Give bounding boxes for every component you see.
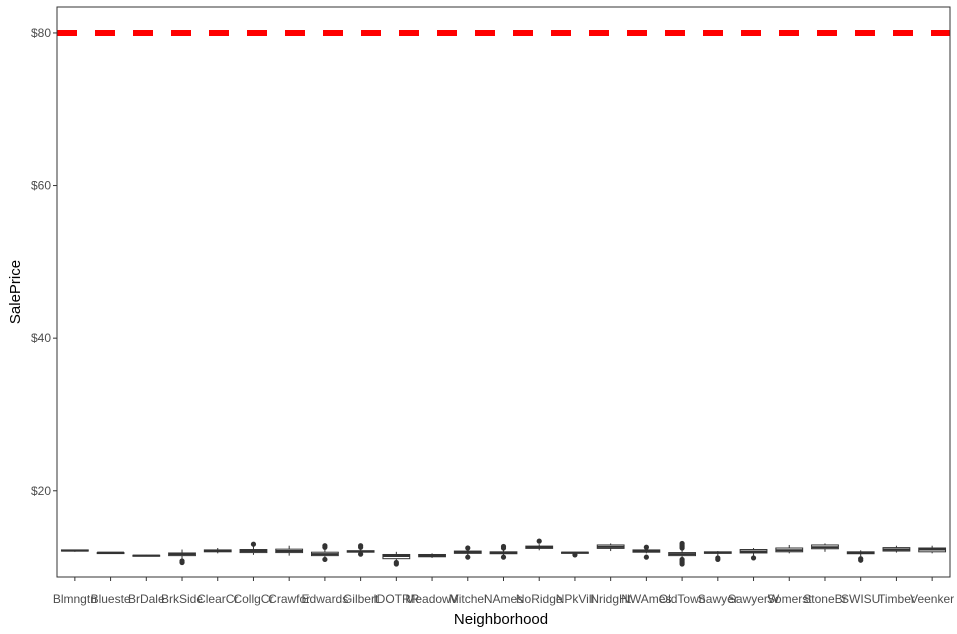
outlier-point — [679, 556, 685, 563]
box-Sawyer — [703, 551, 732, 563]
box-MeadowV — [418, 553, 446, 558]
x-tick-label: NWAmes — [621, 592, 671, 606]
x-tick-label: OldTown — [659, 592, 706, 606]
chart-marks — [57, 29, 950, 567]
x-tick-label: Mitchel — [449, 592, 487, 606]
box-OldTown — [668, 540, 696, 567]
outlier-point — [322, 543, 328, 549]
box-SawyerW — [739, 548, 768, 561]
y-tick-label: $80 — [31, 26, 51, 40]
outlier-point — [858, 556, 864, 562]
box-StoneBr — [811, 543, 839, 552]
outlier-point — [358, 543, 364, 549]
outlier-point — [250, 541, 257, 547]
outlier-point — [643, 554, 649, 560]
box-Somerst — [775, 544, 804, 554]
x-tick-label: MeadowV — [405, 592, 458, 606]
box-Blmngtn — [60, 549, 89, 552]
y-tick-label: $60 — [31, 179, 51, 193]
x-tick-label: ClearCr — [197, 592, 238, 606]
box-NPkVill — [561, 551, 589, 558]
x-tick-label: Blmngtn — [53, 592, 97, 606]
box-Timber — [882, 545, 911, 553]
outlier-point — [500, 543, 507, 550]
x-tick-label: StoneBr — [803, 592, 846, 606]
outlier-point — [679, 540, 685, 547]
box-NWAmes — [632, 544, 661, 560]
box-Veenker — [918, 545, 947, 554]
y-axis: $20 $40 $60 $80 — [31, 26, 57, 498]
outlier-point — [322, 556, 328, 563]
outlier-point — [465, 545, 471, 551]
outlier-point — [179, 558, 185, 564]
x-tick-label: BrDale — [128, 592, 165, 606]
panel-border — [56, 6, 951, 578]
outlier-point — [536, 538, 542, 544]
x-axis: BlmngtnBluesteBrDaleBrkSideClearCrCollgC… — [53, 577, 954, 606]
box-CollgCr — [239, 541, 268, 555]
box-IDOTRR — [382, 551, 411, 567]
box-NridgHt — [596, 543, 625, 552]
x-tick-label: Timber — [878, 592, 915, 606]
x-tick-label: Somerst — [767, 592, 812, 606]
x-tick-label: Gilbert — [343, 592, 379, 606]
panel-background — [57, 7, 950, 577]
x-axis-title: Neighborhood — [454, 611, 548, 628]
x-tick-label: NoRidge — [516, 592, 563, 606]
x-tick-label: NPkVill — [556, 592, 594, 606]
x-tick-label: BrkSide — [161, 592, 203, 606]
x-tick-label: Blueste — [91, 592, 131, 606]
y-axis-title: SalePrice — [7, 260, 24, 324]
box-Blueste — [96, 551, 125, 555]
y-tick-label: $40 — [31, 331, 51, 345]
box-Gilbert — [346, 543, 375, 557]
outlier-point — [358, 551, 364, 557]
box-ClearCr — [203, 548, 232, 554]
x-tick-label: NAmes — [484, 592, 523, 606]
x-tick-label: Veenker — [910, 592, 954, 606]
outlier-point — [465, 554, 471, 560]
box-NoRidge — [525, 538, 554, 551]
box-BrkSide — [168, 549, 196, 566]
box-Mitchel — [453, 545, 482, 560]
outlier-point — [715, 555, 721, 561]
x-tick-label: SWISU — [841, 592, 880, 606]
outlier-point — [572, 552, 578, 558]
box-BrDale — [132, 554, 161, 557]
x-tick-label: Edwards — [302, 592, 349, 606]
box-SWISU — [846, 550, 875, 563]
x-tick-label: SawyerW — [728, 592, 780, 606]
x-tick-label: CollgCr — [233, 592, 273, 606]
outlier-point — [500, 554, 507, 560]
x-tick-label: Crawfor — [268, 592, 310, 606]
x-tick-label: IDOTRR — [373, 592, 419, 606]
outlier-point — [393, 559, 399, 566]
box-Crawfor — [275, 545, 304, 556]
x-tick-label: Sawyer — [698, 592, 738, 606]
y-tick-label: $20 — [31, 484, 51, 498]
outlier-point — [750, 555, 757, 561]
box-NAmes — [489, 543, 518, 560]
x-tick-label: NridgHt — [590, 592, 631, 606]
box-Edwards — [311, 543, 339, 563]
outlier-point — [643, 544, 649, 550]
